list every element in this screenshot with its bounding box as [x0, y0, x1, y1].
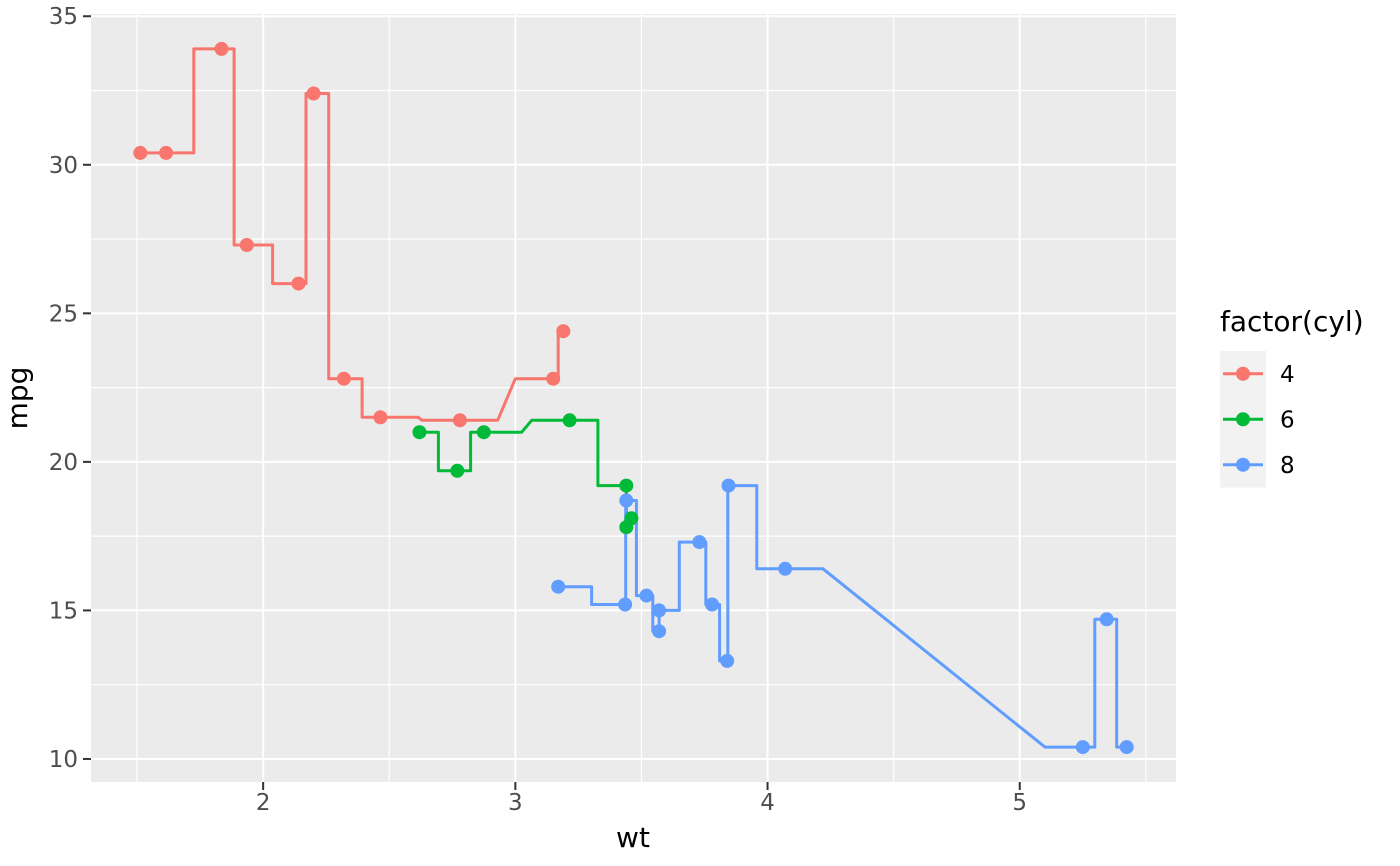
data-point-cyl-8 — [1119, 740, 1134, 755]
data-point-cyl-6 — [476, 425, 491, 440]
data-points — [133, 41, 1134, 755]
x-tick-label: 4 — [760, 790, 775, 816]
data-point-cyl-4 — [556, 324, 571, 339]
legend-label-cyl-4: 4 — [1280, 362, 1295, 388]
data-point-cyl-4 — [306, 86, 321, 101]
data-point-cyl-8 — [618, 597, 633, 612]
data-point-cyl-6 — [562, 413, 577, 428]
data-point-cyl-8 — [652, 603, 667, 618]
data-point-cyl-4 — [133, 145, 148, 160]
x-axis-title: wt — [616, 821, 650, 854]
data-point-cyl-8 — [619, 493, 634, 508]
legend-label-cyl-6: 6 — [1280, 407, 1295, 433]
major-gridlines — [91, 14, 1176, 782]
x-tick-label: 2 — [256, 790, 271, 816]
data-point-cyl-4 — [214, 41, 229, 56]
plot-panel — [91, 14, 1176, 782]
data-point-cyl-8 — [721, 478, 736, 493]
data-point-cyl-8 — [705, 597, 720, 612]
legend: factor(cyl) 4 6 8 — [1220, 305, 1364, 488]
data-point-cyl-6 — [412, 425, 427, 440]
data-point-cyl-4 — [373, 410, 388, 425]
axis-tick-marks — [83, 15, 1021, 790]
x-tick-label: 5 — [1012, 790, 1027, 816]
data-point-cyl-8 — [720, 653, 735, 668]
data-point-cyl-4 — [546, 371, 561, 386]
legend-key-point — [1236, 366, 1250, 381]
y-tick-label: 30 — [49, 153, 78, 179]
legend-keys: 4 6 8 — [1220, 351, 1295, 488]
data-point-cyl-4 — [291, 276, 306, 291]
legend-key-point — [1236, 457, 1250, 472]
data-point-cyl-6 — [619, 478, 634, 493]
legend-label-cyl-8: 8 — [1280, 453, 1295, 479]
data-point-cyl-8 — [639, 588, 654, 603]
data-point-cyl-8 — [652, 624, 667, 639]
data-point-cyl-8 — [778, 561, 793, 576]
legend-key-point — [1236, 412, 1250, 427]
data-point-cyl-8 — [692, 535, 707, 550]
data-point-cyl-8 — [551, 579, 566, 594]
data-point-cyl-4 — [159, 145, 174, 160]
x-tick-label: 3 — [508, 790, 523, 816]
minor-gridlines — [91, 14, 1176, 782]
y-tick-label: 25 — [49, 301, 78, 327]
y-axis-title: mpg — [1, 367, 34, 430]
axis-tick-labels: 2 3 4 5 10 15 20 25 30 35 — [49, 4, 1027, 816]
legend-title: factor(cyl) — [1220, 305, 1364, 338]
y-tick-label: 10 — [49, 747, 78, 773]
data-point-cyl-6 — [624, 511, 639, 526]
y-tick-label: 20 — [49, 450, 78, 476]
y-tick-label: 15 — [49, 598, 78, 624]
data-point-cyl-4 — [239, 238, 254, 252]
data-point-cyl-4 — [336, 371, 351, 386]
data-point-cyl-8 — [1075, 740, 1090, 755]
data-point-cyl-4 — [452, 413, 467, 428]
data-point-cyl-6 — [450, 463, 465, 478]
data-point-cyl-8 — [1099, 612, 1114, 627]
y-tick-label: 35 — [49, 4, 78, 30]
